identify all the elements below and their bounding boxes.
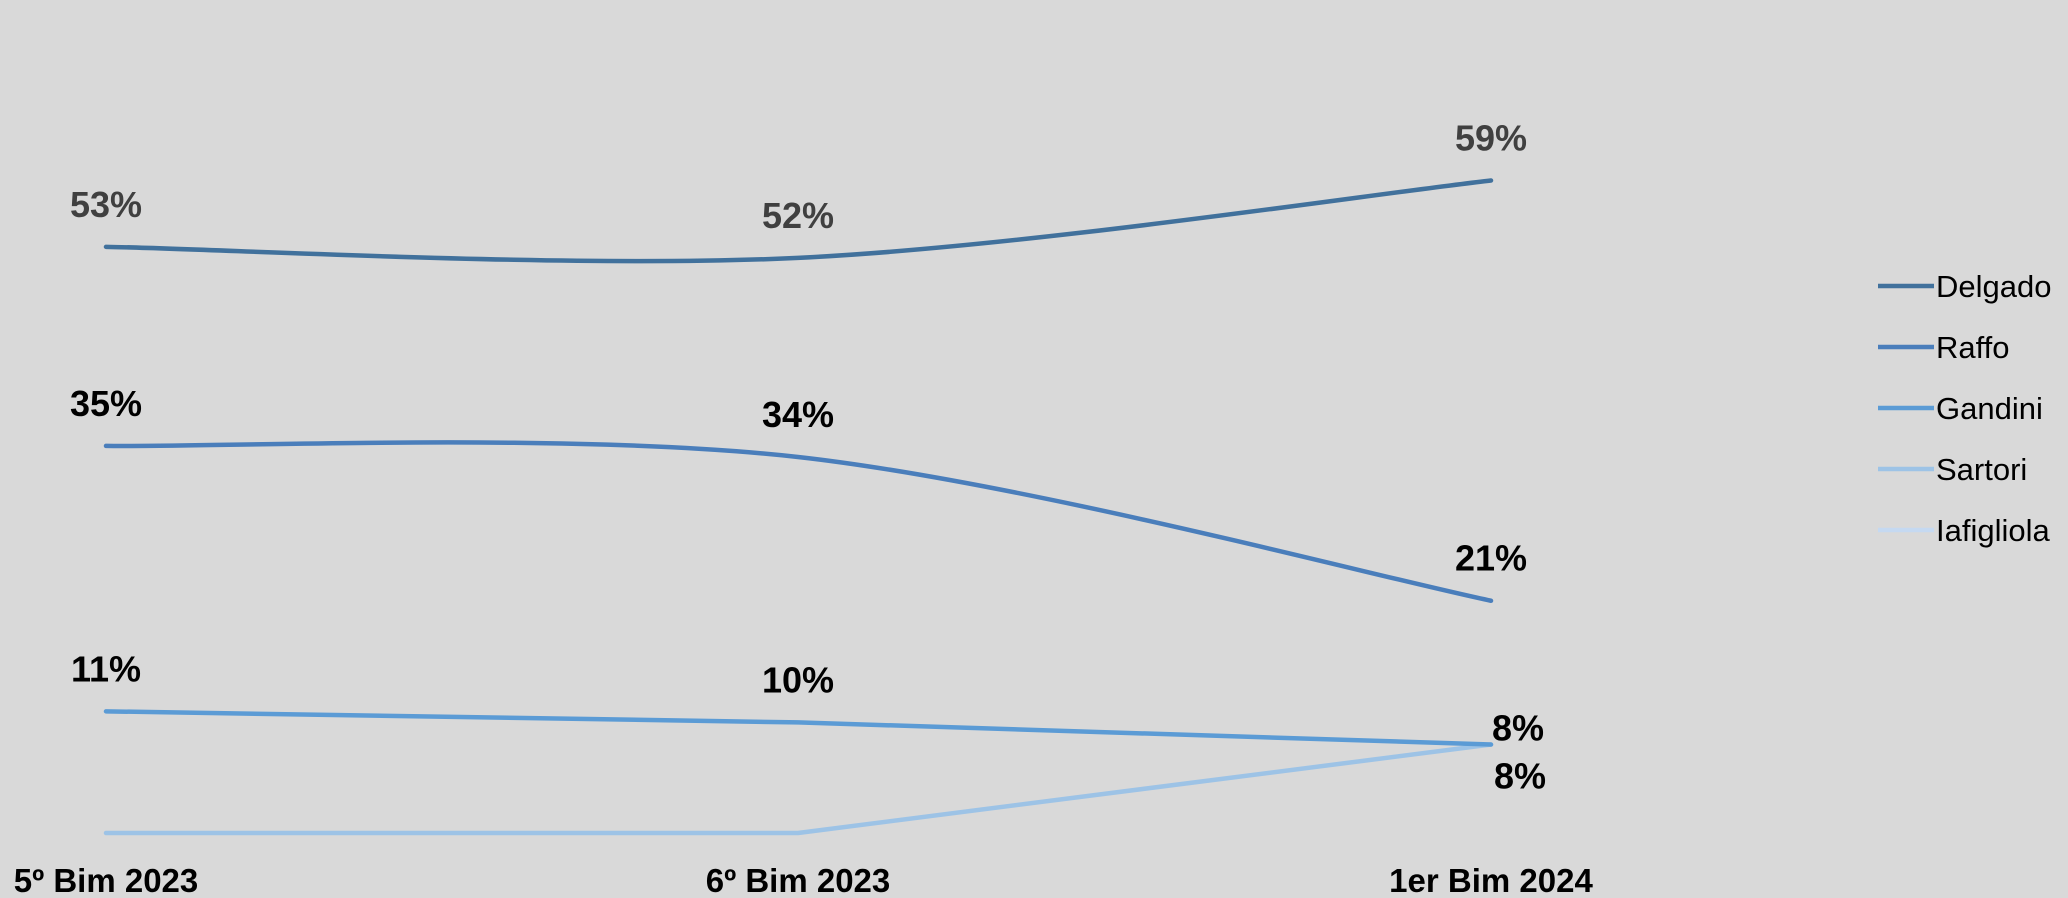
- legend-label-delgado: Delgado: [1936, 269, 2051, 304]
- data-label-raffo-3: 21%: [1455, 538, 1527, 579]
- x-axis-ticks: 5º Bim 2023 6º Bim 2023 1er Bim 2024: [14, 862, 1594, 898]
- series-line-delgado: [103, 178, 1494, 264]
- data-label-raffo-2: 34%: [762, 394, 834, 435]
- series-line-sartori: [103, 742, 1494, 836]
- data-label-delgado-2: 52%: [762, 195, 834, 236]
- data-label-gandini-2: 10%: [762, 659, 834, 700]
- series-line-gandini: [103, 709, 1494, 747]
- data-label-delgado-3: 59%: [1455, 117, 1527, 158]
- legend: Delgado Raffo Gandini Sartori Iafigliola: [1878, 269, 2051, 548]
- legend-label-raffo: Raffo: [1936, 330, 2010, 365]
- x-tick-label-3: 1er Bim 2024: [1389, 862, 1593, 898]
- data-label-gandini-3: 8%: [1492, 708, 1544, 749]
- series-lines: [103, 178, 1494, 836]
- legend-label-iafigliola: Iafigliola: [1936, 513, 2050, 548]
- legend-label-gandini: Gandini: [1936, 391, 2043, 426]
- data-label-delgado-1: 53%: [70, 184, 142, 225]
- legend-label-sartori: Sartori: [1936, 452, 2027, 487]
- x-tick-label-2: 6º Bim 2023: [706, 862, 891, 898]
- data-label-raffo-1: 35%: [70, 383, 142, 424]
- series-line-raffo: [103, 440, 1494, 603]
- x-tick-label-1: 5º Bim 2023: [14, 862, 199, 898]
- data-label-sartori-3: 8%: [1494, 756, 1546, 797]
- data-label-gandini-1: 11%: [71, 648, 141, 689]
- data-labels: 53% 52% 59% 35% 34% 21% 11% 10% 8% 8%: [70, 117, 1546, 796]
